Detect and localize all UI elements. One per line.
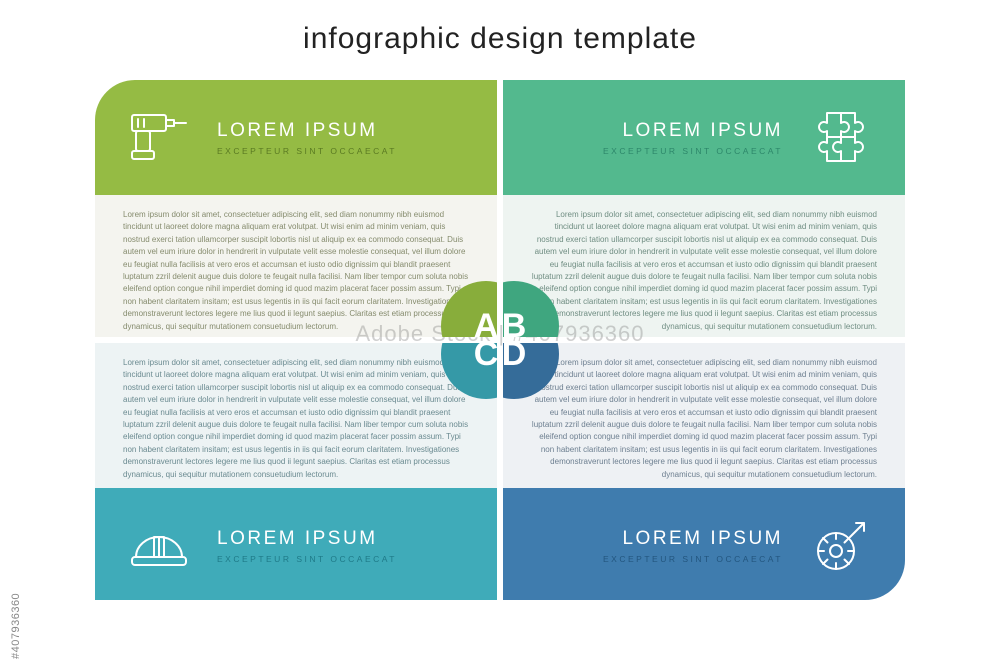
puzzle-icon bbox=[801, 98, 881, 178]
card-b-heading: LOREM IPSUM bbox=[603, 120, 783, 142]
card-a-body: Lorem ipsum dolor sit amet, consectetuer… bbox=[95, 195, 497, 337]
card-d-heading: LOREM IPSUM bbox=[603, 528, 783, 550]
card-d: Lorem ipsum dolor sit amet, consectetuer… bbox=[503, 343, 905, 600]
hardhat-icon bbox=[119, 506, 199, 586]
gear-arrow-icon bbox=[801, 506, 881, 586]
card-c-subheading: EXCEPTEUR SINT OCCAECAT bbox=[217, 554, 397, 564]
card-b-body: Lorem ipsum dolor sit amet, consectetuer… bbox=[503, 195, 905, 337]
stock-id: #407936360 bbox=[10, 593, 22, 659]
card-c-body: Lorem ipsum dolor sit amet, consectetuer… bbox=[95, 343, 497, 488]
card-c-heading: LOREM IPSUM bbox=[217, 528, 397, 550]
cards-grid: LOREM IPSUM EXCEPTEUR SINT OCCAECAT Lore… bbox=[95, 80, 905, 600]
card-d-body: Lorem ipsum dolor sit amet, consectetuer… bbox=[503, 343, 905, 488]
card-c: Lorem ipsum dolor sit amet, consectetuer… bbox=[95, 343, 497, 600]
card-c-header: LOREM IPSUM EXCEPTEUR SINT OCCAECAT bbox=[95, 488, 497, 600]
card-b-subheading: EXCEPTEUR SINT OCCAECAT bbox=[603, 146, 783, 156]
page-title: infographic design template bbox=[0, 22, 1000, 56]
card-b: LOREM IPSUM EXCEPTEUR SINT OCCAECAT Lore… bbox=[503, 80, 905, 337]
card-d-header: LOREM IPSUM EXCEPTEUR SINT OCCAECAT bbox=[503, 488, 905, 600]
card-a-subheading: EXCEPTEUR SINT OCCAECAT bbox=[217, 146, 397, 156]
card-a-heading: LOREM IPSUM bbox=[217, 120, 397, 142]
card-a: LOREM IPSUM EXCEPTEUR SINT OCCAECAT Lore… bbox=[95, 80, 497, 337]
drill-icon bbox=[119, 98, 199, 178]
card-a-header: LOREM IPSUM EXCEPTEUR SINT OCCAECAT bbox=[95, 80, 497, 195]
card-d-subheading: EXCEPTEUR SINT OCCAECAT bbox=[603, 554, 783, 564]
card-b-header: LOREM IPSUM EXCEPTEUR SINT OCCAECAT bbox=[503, 80, 905, 195]
